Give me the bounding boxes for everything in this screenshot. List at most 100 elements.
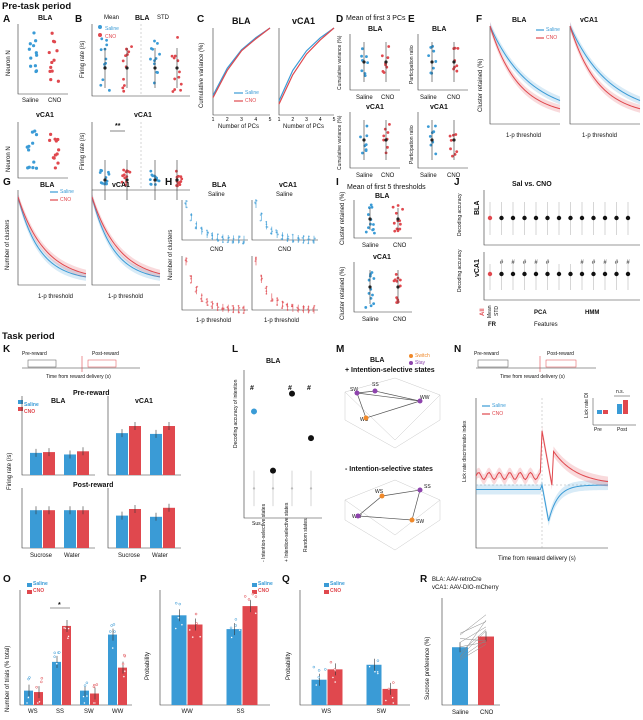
- i-dot: [396, 204, 400, 207]
- h-dot: [291, 305, 293, 308]
- q-dot: [324, 668, 327, 671]
- r-pair-line: [459, 630, 487, 658]
- a-dot: [48, 69, 52, 73]
- j-point: [522, 271, 527, 277]
- h-dot: [280, 238, 283, 240]
- a-dot: [27, 148, 31, 152]
- h-dot: [242, 307, 244, 309]
- q-dot: [391, 696, 394, 699]
- d-title-bla: BLA: [368, 26, 383, 33]
- k-bar: [30, 452, 42, 475]
- g-title-vca1: vCA1: [112, 182, 130, 189]
- de-dot: [360, 69, 364, 73]
- i-dot: [369, 203, 373, 207]
- k-bar: [129, 426, 141, 475]
- l-chance-dot: [290, 487, 294, 490]
- r-x-saline: Saline: [452, 710, 469, 716]
- k-bla-1: BLA: [51, 398, 66, 405]
- j-point: [625, 271, 631, 277]
- n-legend-cno: CNO: [492, 411, 504, 417]
- de-dot: [388, 122, 391, 126]
- j-hash: #: [603, 260, 607, 266]
- de-dot: [426, 125, 430, 129]
- n-inset-ns: n.s.: [616, 389, 625, 395]
- q-dot: [312, 665, 316, 669]
- b-dot: [122, 89, 126, 93]
- o-dot: [36, 701, 40, 705]
- d-title-vca1: vCA1: [366, 104, 384, 111]
- l-point: [270, 467, 276, 474]
- f-axes: [489, 26, 640, 125]
- g-xlabel-2: 1-p threshold: [108, 294, 144, 300]
- de-dot: [449, 147, 452, 151]
- p-dot: [230, 636, 233, 639]
- de-dot: [387, 45, 391, 48]
- h-saline-1: Saline: [208, 192, 225, 198]
- section-title-pre: Pre-task period: [2, 1, 72, 12]
- e-x-saline-1: Saline: [420, 95, 437, 101]
- panel-label-g: G: [3, 177, 11, 188]
- n-post-label: Post-reward: [547, 351, 574, 357]
- r-pair-line: [459, 626, 487, 643]
- r-bars: [452, 614, 494, 705]
- c-series-line: [212, 27, 271, 98]
- i-dot: [394, 273, 398, 276]
- o-dot: [85, 681, 89, 685]
- o-bar: [62, 625, 71, 705]
- c-legend-cno: CNO: [245, 98, 257, 104]
- p-dot: [194, 612, 198, 616]
- j-x-fr: FR: [488, 322, 496, 328]
- n-inset-pre: Pre: [594, 427, 602, 433]
- b-dot: [173, 88, 177, 91]
- de-dot: [382, 138, 386, 142]
- q-legend-saline: Saline: [330, 581, 345, 587]
- m-state-ww-1: WW: [420, 395, 430, 401]
- k-bar: [150, 433, 162, 475]
- de-dot: [386, 145, 389, 149]
- q-dot: [376, 670, 379, 674]
- f-curve: [489, 25, 561, 110]
- o-dot: [110, 624, 113, 627]
- o-dot: [55, 662, 58, 665]
- a-dot: [34, 51, 38, 55]
- h-dot: [306, 308, 309, 310]
- i-mean-dot: [396, 217, 400, 221]
- a-dot: [32, 160, 36, 164]
- b-dot: [107, 88, 111, 92]
- p-dot: [195, 622, 198, 625]
- b-dot: [155, 176, 159, 180]
- a-dot: [48, 138, 52, 142]
- a-dot: [29, 64, 33, 68]
- a-dot: [55, 49, 59, 53]
- o-dot: [122, 675, 126, 678]
- h-dot: [269, 232, 272, 235]
- c-tick-label: 5: [269, 117, 272, 123]
- l-hash-1: #: [250, 385, 254, 392]
- b-dot: [149, 57, 152, 61]
- f-legend-cno: CNO: [546, 35, 558, 41]
- b-title-vca1: vCA1: [134, 112, 152, 119]
- b-dot: [124, 54, 127, 58]
- a-title-bla: BLA: [38, 15, 53, 22]
- i-title: Mean of first 5 thresholds: [347, 184, 426, 191]
- o-legend-cno: CNO: [33, 588, 45, 594]
- n-axes: [475, 398, 608, 549]
- q-dot: [392, 681, 395, 684]
- a-dot: [34, 133, 39, 137]
- de-dot: [429, 143, 433, 147]
- i-dot: [394, 211, 398, 215]
- b-dot: [158, 52, 161, 56]
- b-mean-dot: [103, 66, 107, 70]
- f-band: [570, 22, 640, 105]
- o-bar: [108, 634, 117, 705]
- p-x-label: SS: [236, 709, 245, 715]
- i-x-saline-1: Saline: [362, 243, 379, 249]
- m-state-sw-1: SW: [350, 387, 359, 393]
- c-tick-label: 3: [305, 117, 308, 123]
- de-dots: [359, 42, 460, 160]
